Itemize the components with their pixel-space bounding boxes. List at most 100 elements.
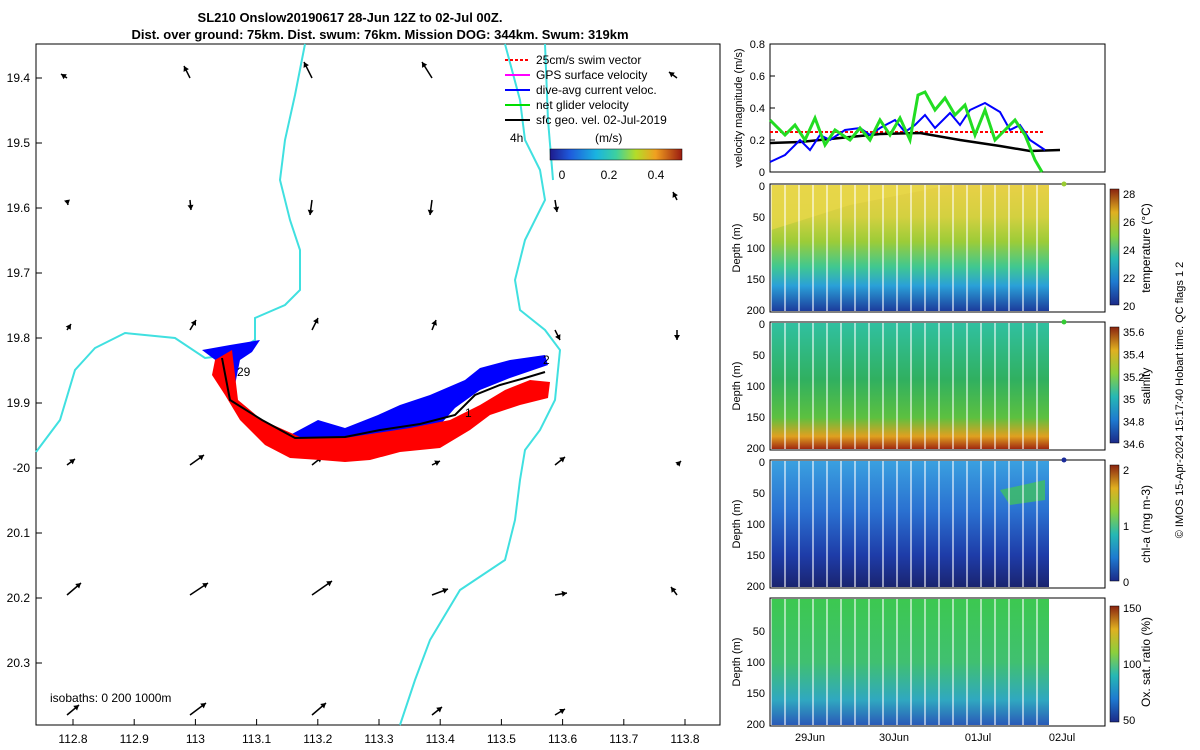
sfc-geo-arrowhead xyxy=(561,590,567,597)
colorbar-unit: (m/s) xyxy=(595,131,622,145)
depth-tick: 50 xyxy=(753,350,765,362)
sfc-geo-arrowhead xyxy=(434,460,440,466)
sfc-geo-arrowhead xyxy=(307,209,314,215)
track-label-1: 1 xyxy=(465,406,472,420)
credit-text: © IMOS 15-Apr-2024 15:17:40 Hobart time.… xyxy=(1174,262,1186,539)
sfc-geo-arrowhead xyxy=(431,320,437,326)
map-lon-tick: 113.6 xyxy=(548,732,577,746)
depth-tick: 0 xyxy=(759,181,765,193)
velocity-panel: 0 0.2 0.4 0.6 0.8 velocity magnitude (m/s) xyxy=(733,39,1106,179)
map-frame xyxy=(35,43,721,726)
oxygen-gaps xyxy=(771,599,1049,725)
sfc-geo-arrowhead xyxy=(183,66,189,72)
colorbar-tick-2: 0.4 xyxy=(648,168,665,182)
scale-label: 4h xyxy=(510,131,523,145)
colorbar-tick: 50 xyxy=(1123,715,1135,727)
legend-label: 25cm/s swim vector xyxy=(536,53,641,67)
legend-label: sfc geo. vel. 02-Jul-2019 xyxy=(536,113,667,127)
map-lat-tick: 19.5 xyxy=(7,136,31,150)
sfc-geo-arrowhead xyxy=(320,703,326,709)
sfc-geo-arrowhead xyxy=(436,707,442,713)
sfc-geo-arrowhead xyxy=(200,703,206,709)
colorbar-tick: 34.8 xyxy=(1123,417,1144,429)
colorbar-label: temperature (°C) xyxy=(1139,203,1153,293)
sfc-geo-arrowhead xyxy=(674,335,680,340)
colorbar-tick: 150 xyxy=(1123,603,1141,615)
net-glider-velocity-line xyxy=(768,90,1044,173)
colorbar-tick: 35.2 xyxy=(1123,372,1144,384)
swim-vector-band xyxy=(212,350,550,462)
sfc-geo-arrowhead xyxy=(553,206,560,212)
track-label-29: 29 xyxy=(237,365,251,379)
map-lon-tick: 113.2 xyxy=(303,732,332,746)
sfc-geo-arrowhead xyxy=(555,334,561,340)
sfc-geo-arrowhead xyxy=(61,74,67,80)
map-lon-tick: 113 xyxy=(186,732,205,746)
depth-tick: 100 xyxy=(747,381,765,393)
map-lon-tick: 113.7 xyxy=(609,732,638,746)
colorbar-tick: 28 xyxy=(1123,189,1135,201)
depth-tick: 50 xyxy=(753,626,765,638)
colorbar-tick: 22 xyxy=(1123,273,1135,285)
isobaths-label: isobaths: 0 200 1000m xyxy=(50,691,171,705)
colorbar-tick-1: 0.2 xyxy=(601,168,618,182)
oxygen-colorbar xyxy=(1109,605,1120,723)
depth-tick: 0 xyxy=(759,457,765,469)
depth-tick: 200 xyxy=(747,581,765,593)
map-ticks: 112.8 112.9 113 113.1 113.2 113.3 113.4 113.5 11… xyxy=(7,71,700,746)
map-lon-tick: 112.9 xyxy=(120,732,149,746)
sfc-geo-arrowhead xyxy=(422,62,428,68)
velocity-tick: 0.6 xyxy=(750,71,765,83)
surface-velocity-arrows xyxy=(60,61,682,716)
sfc-geo-arrowhead xyxy=(303,62,309,68)
temperature-gaps xyxy=(771,185,1049,311)
map-lat-tick: 19.7 xyxy=(7,266,31,280)
chla-gaps xyxy=(771,461,1049,587)
temperature-colorbar xyxy=(1109,188,1120,306)
velocity-ticks: 0 0.2 0.4 0.6 0.8 xyxy=(750,39,775,179)
colorbar-tick: 20 xyxy=(1123,301,1135,313)
depth-ylabel: Depth (m) xyxy=(731,362,743,411)
sfc-geo-arrowhead xyxy=(202,583,208,589)
colorbar-tick: 34.6 xyxy=(1123,439,1144,451)
colorbar-tick: 26 xyxy=(1123,217,1135,229)
depth-ylabel: Depth (m) xyxy=(731,638,743,687)
glider-track-line xyxy=(221,357,546,440)
map-lon-tick: 112.8 xyxy=(58,732,87,746)
map-lon-tick: 113.3 xyxy=(364,732,393,746)
depth-tick: 200 xyxy=(747,305,765,317)
latest-value-dot xyxy=(1061,181,1067,187)
sfc-geo-arrowhead xyxy=(73,705,79,711)
coastline-isobath-0 xyxy=(35,43,306,453)
salinity-gaps xyxy=(771,323,1049,449)
sfc-geo-arrowhead xyxy=(65,324,71,330)
sfc-geo-arrowhead xyxy=(559,709,565,715)
depth-tick: 100 xyxy=(747,657,765,669)
figure-title-line1: SL210 Onslow20190617 28-Jun 12Z to 02-Ju… xyxy=(198,10,503,25)
depth-tick: 100 xyxy=(747,519,765,531)
time-tick: 30Jun xyxy=(879,732,909,744)
colorbar-label: chl-a (mg m-3) xyxy=(1139,485,1153,563)
colorbar-label: Ox. sat. ratio (%) xyxy=(1139,617,1153,707)
depth-tick: 50 xyxy=(753,212,765,224)
sfc-geo-arrowhead xyxy=(313,318,319,324)
glider-track xyxy=(202,340,550,462)
depth-tick: 200 xyxy=(747,443,765,455)
map-lon-tick: 113.8 xyxy=(670,732,699,746)
map-lon-tick: 113.5 xyxy=(487,732,516,746)
colorbar-tick: 35 xyxy=(1123,394,1135,406)
sfc-geo-arrowhead xyxy=(69,459,75,465)
depth-tick: 150 xyxy=(747,412,765,424)
colorbar-tick: 24 xyxy=(1123,245,1135,257)
colorbar-tick: 35.4 xyxy=(1123,349,1144,361)
track-label-2: 2 xyxy=(543,353,550,367)
legend-label: GPS surface velocity xyxy=(536,68,647,82)
velocity-tick: 0.2 xyxy=(750,135,765,147)
sfc-geo-arrowhead xyxy=(442,587,448,594)
chla-section xyxy=(769,459,1106,589)
map-panel: 112.8 112.9 113 113.1 113.2 113.3 113.4 113.5 11… xyxy=(7,43,721,746)
time-tick: 02Jul xyxy=(1049,732,1075,744)
depth-tick: 50 xyxy=(753,488,765,500)
depth-tick: 100 xyxy=(747,243,765,255)
sfc-geo-arrowhead xyxy=(64,199,70,205)
